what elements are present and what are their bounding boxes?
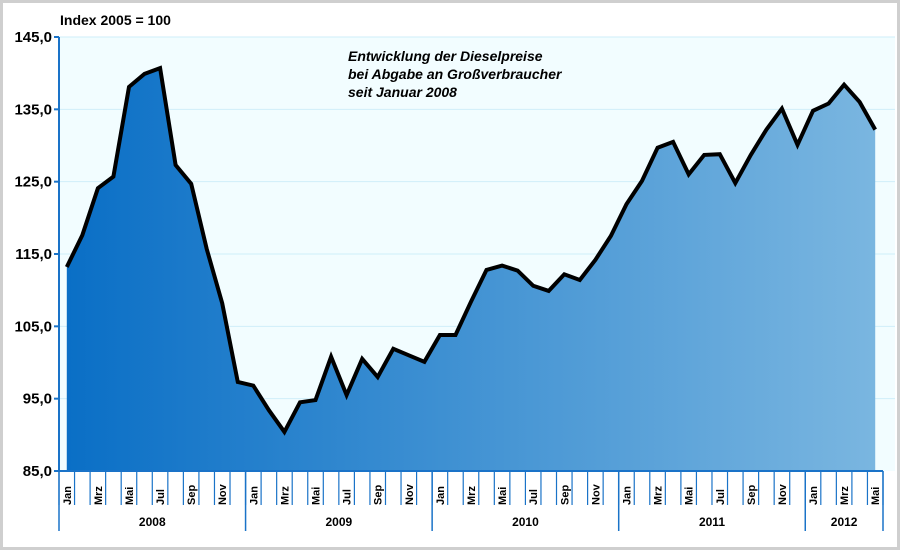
y-tick-label: 145,0 <box>14 29 52 46</box>
month-label: Mrz <box>466 486 478 505</box>
y-tick-label: 125,0 <box>14 174 52 191</box>
year-label: 2009 <box>325 515 352 529</box>
y-tick-label: 115,0 <box>15 246 52 263</box>
month-label: Jul <box>715 489 727 505</box>
month-label: Jan <box>621 486 633 505</box>
y-tick-label: 85,0 <box>23 463 52 480</box>
y-axis-label: Index 2005 = 100 <box>60 12 171 28</box>
month-label: Nov <box>777 483 789 505</box>
month-label: Mrz <box>839 486 851 505</box>
month-label: Jan <box>435 486 447 505</box>
month-label: Sep <box>746 485 758 505</box>
chart-title-line-3: seit Januar 2008 <box>348 84 457 100</box>
month-label: Mai <box>870 487 882 505</box>
chart-title-line-2: bei Abgabe an Großverbraucher <box>348 66 563 82</box>
month-label: Sep <box>373 485 385 505</box>
month-label: Nov <box>590 483 602 505</box>
month-label: Jul <box>528 489 540 505</box>
area-fill <box>66 68 876 471</box>
year-label: 2008 <box>139 515 166 529</box>
month-label: Jan <box>808 486 820 505</box>
month-label: Jan <box>62 486 74 505</box>
month-label: Mrz <box>653 486 665 505</box>
y-tick-label: 95,0 <box>23 391 52 408</box>
month-label: Mai <box>497 487 509 505</box>
y-tick-label: 135,0 <box>14 101 52 118</box>
year-label: 2011 <box>699 515 725 529</box>
year-label: 2010 <box>512 515 539 529</box>
month-label: Jan <box>248 486 260 505</box>
month-label: Jul <box>342 489 354 505</box>
month-label: Nov <box>404 483 416 505</box>
y-tick-label: 105,0 <box>14 318 52 335</box>
chart-title-line-1: Entwicklung der Dieselpreise <box>348 48 543 64</box>
month-label: Sep <box>186 485 198 505</box>
month-label: Mai <box>124 487 136 505</box>
month-label: Mrz <box>279 486 291 505</box>
month-label: Mrz <box>93 486 105 505</box>
month-label: Jul <box>155 489 167 505</box>
month-label: Mai <box>684 487 696 505</box>
year-label: 2012 <box>831 515 858 529</box>
month-label: Nov <box>217 483 229 505</box>
series-line <box>65 65 877 436</box>
month-label: Mai <box>311 487 323 505</box>
month-label: Sep <box>559 485 571 505</box>
